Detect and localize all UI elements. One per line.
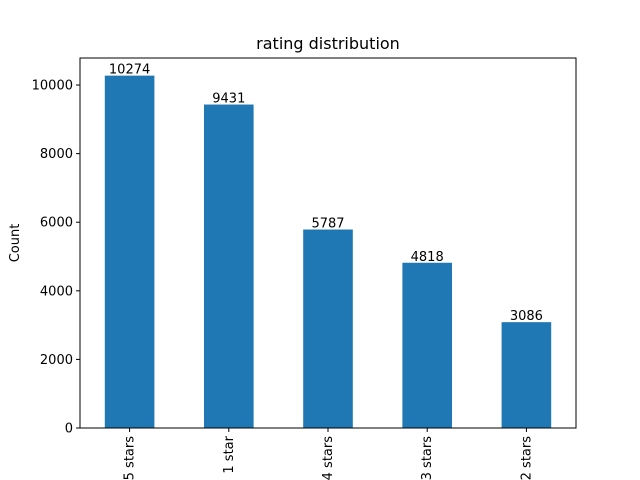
plot-frame <box>79 57 577 429</box>
y-tick-label: 6000 <box>40 216 73 231</box>
x-tick-label: 4 stars <box>321 436 336 480</box>
chart-title: rating distribution <box>256 34 400 53</box>
bars-group <box>104 75 552 428</box>
x-tick-label: 2 stars <box>519 436 534 480</box>
y-tick-label: 8000 <box>40 147 73 162</box>
x-tick-label: 5 stars <box>123 436 138 480</box>
y-tick-label: 4000 <box>40 284 73 299</box>
bar <box>501 322 552 428</box>
bar <box>104 75 155 428</box>
x-tick-label: 3 stars <box>420 436 435 480</box>
x-axis: 5 stars 1 star 4 stars 3 stars 2 stars <box>123 428 534 480</box>
y-axis: 0 2000 4000 6000 8000 10000 <box>32 79 80 437</box>
data-label: 5787 <box>311 217 344 232</box>
data-label: 9431 <box>212 92 245 107</box>
y-axis-label: Count <box>8 224 23 263</box>
data-labels-group: 10274 9431 5787 4818 3086 <box>109 63 543 325</box>
y-tick-label: 10000 <box>32 79 73 94</box>
bar <box>303 229 353 428</box>
data-label: 4818 <box>411 250 444 265</box>
bar <box>402 262 452 428</box>
y-tick-label: 2000 <box>40 353 73 368</box>
data-label: 3086 <box>510 309 543 324</box>
bar <box>204 104 254 428</box>
data-label: 10274 <box>109 63 150 78</box>
x-tick-label: 1 star <box>222 435 237 473</box>
y-tick-label: 0 <box>65 422 73 437</box>
